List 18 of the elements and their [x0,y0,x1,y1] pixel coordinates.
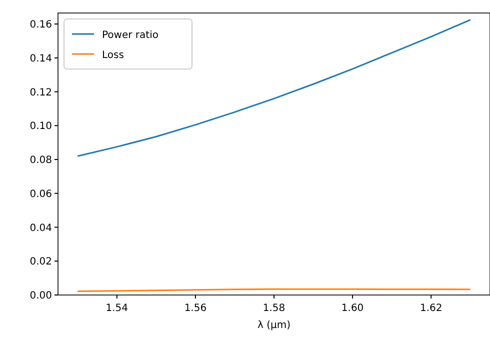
legend-label: Loss [102,50,124,61]
y-tick-label: 0.14 [30,53,52,64]
x-tick-label: 1.60 [341,303,364,314]
y-tick-label: 0.00 [30,290,52,302]
y-tick-label: 0.16 [30,20,52,31]
x-axis-title: λ (μm) [257,320,291,331]
y-tick-label: 0.06 [30,188,52,200]
y-tick-label: 0.08 [30,155,52,166]
x-tick-label: 1.54 [106,303,128,314]
x-tick-label: 1.58 [262,303,286,314]
x-tick-label: 1.56 [184,303,207,314]
y-tick-label: 0.02 [30,256,52,268]
y-tick-label: 0.12 [30,87,52,98]
line-series [76,19,472,157]
x-tick-label: 1.62 [420,303,442,314]
y-tick-label: 0.10 [30,121,52,132]
legend-label: Power ratio [102,30,158,41]
y-tick-label: 0.04 [30,222,52,234]
